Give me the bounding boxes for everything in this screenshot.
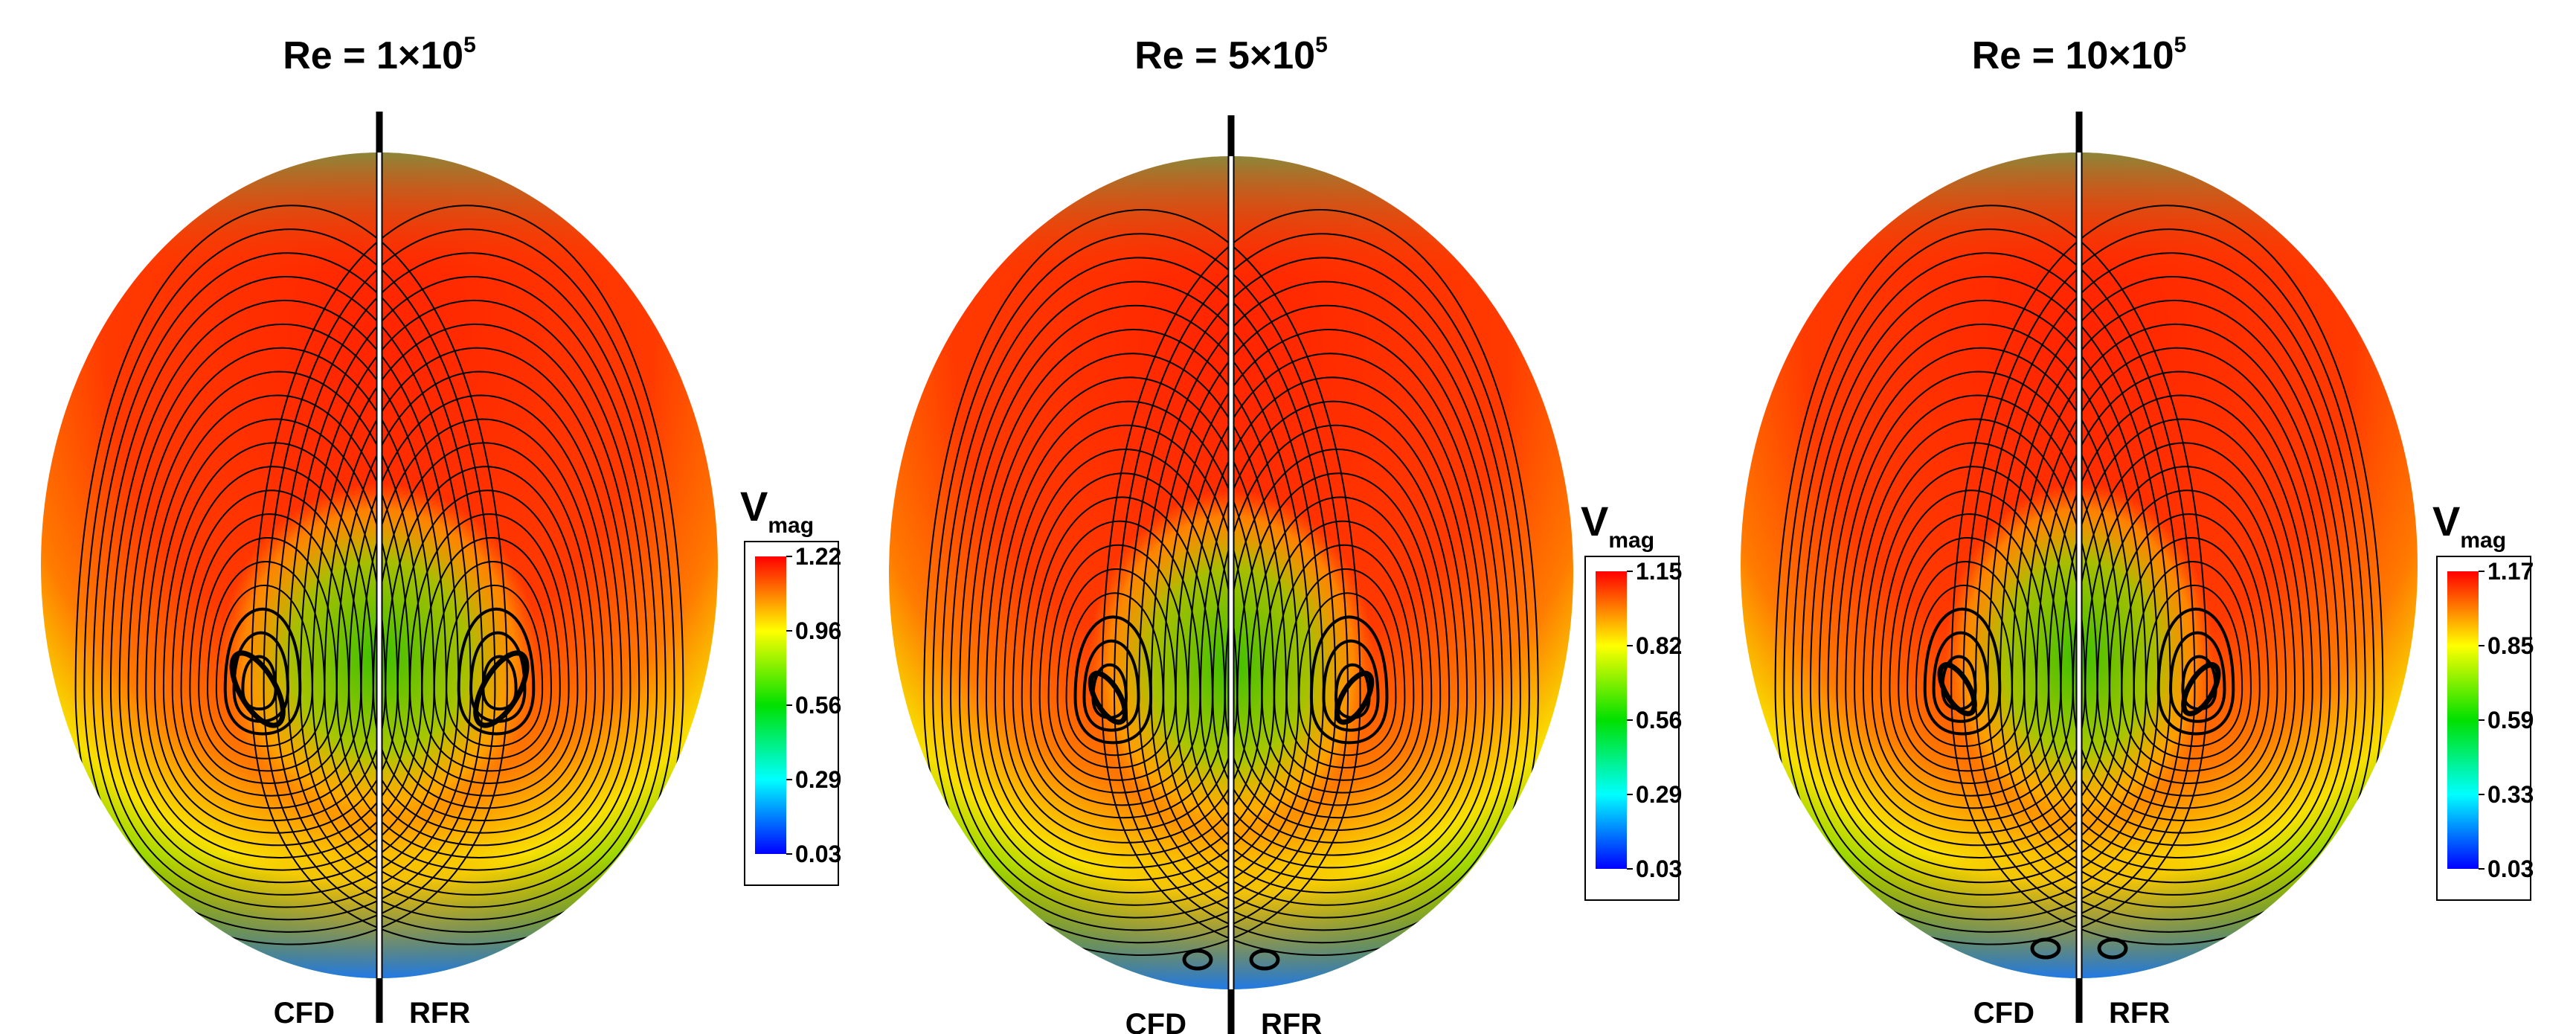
colorbar-tick-label: 0.96 [795,617,841,644]
vortex-core [1937,662,1977,716]
panel-title: Re = 1×105 [283,33,476,77]
bottom-eddy [2097,937,2128,960]
vortex-core [1088,670,1128,725]
cfd-label: CFD [1973,997,2034,1030]
colorbar-tick-label: 0.03 [1636,855,1682,882]
colorbar-tick-label: 0.59 [2487,707,2534,733]
colorbar-tick-label: 0.29 [1636,781,1682,808]
colorbar-tick-label: 0.33 [2487,781,2534,808]
colorbar-tick-label: 1.17 [2487,558,2534,585]
streamlines [1774,205,2384,945]
colorbar-legend: Vmag 1.17 0.85 0.59 0.33 0.03 [2432,498,2534,901]
panel-1: Re = 1×105 CFD RFR Vmag 1.22 0.96 0.56 0.29 0.03 [41,33,841,1030]
bottom-eddy [2030,937,2061,960]
colorbar-tick-label: 0.56 [1636,707,1682,733]
rfr-label: RFR [409,997,470,1030]
legend-title: Vmag [2432,498,2506,553]
bottom-eddy [1182,948,1213,971]
panel-2: Re = 5×105 CFD RFR Vmag 1.15 0.82 0.56 0.29 0.03 [889,33,1682,1034]
legend-title: Vmag [1581,498,1654,553]
colorbar-tick-label: 0.03 [795,841,841,867]
streamlines [74,205,684,945]
vortex-core [473,650,530,728]
vortex-core [1334,670,1375,725]
colorbar-tick-label: 0.03 [2487,855,2534,882]
bottom-eddy [1249,948,1280,971]
rfr-label: RFR [1261,1008,1322,1034]
vortex-core [2181,662,2221,716]
colorbar-tick-label: 0.29 [795,766,841,793]
colorbar-tick-label: 0.56 [795,692,841,719]
colorbar-legend: Vmag 1.15 0.82 0.56 0.29 0.03 [1581,498,1682,901]
panel-title: Re = 5×105 [1134,33,1328,77]
cfd-label: CFD [274,997,335,1030]
colorbar-tick-label: 0.82 [1636,632,1682,659]
colorbar [2447,571,2479,869]
cfd-label: CFD [1125,1008,1186,1034]
colorbar-tick-label: 0.85 [2487,632,2534,659]
panel-3: Re = 10×105 CFD RFR Vmag 1.17 0.85 0.59 0.33 0.0… [1741,33,2534,1030]
vortex-core [229,650,286,728]
colorbar-tick-label: 1.15 [1636,558,1682,585]
rfr-label: RFR [2109,997,2170,1030]
panel-title: Re = 10×105 [1972,33,2186,77]
colorbar [1596,571,1627,869]
legend-title: Vmag [740,483,814,538]
colorbar-legend: Vmag 1.22 0.96 0.56 0.29 0.03 [740,483,841,886]
colorbar-tick-label: 1.22 [795,543,841,570]
colorbar [755,556,786,854]
